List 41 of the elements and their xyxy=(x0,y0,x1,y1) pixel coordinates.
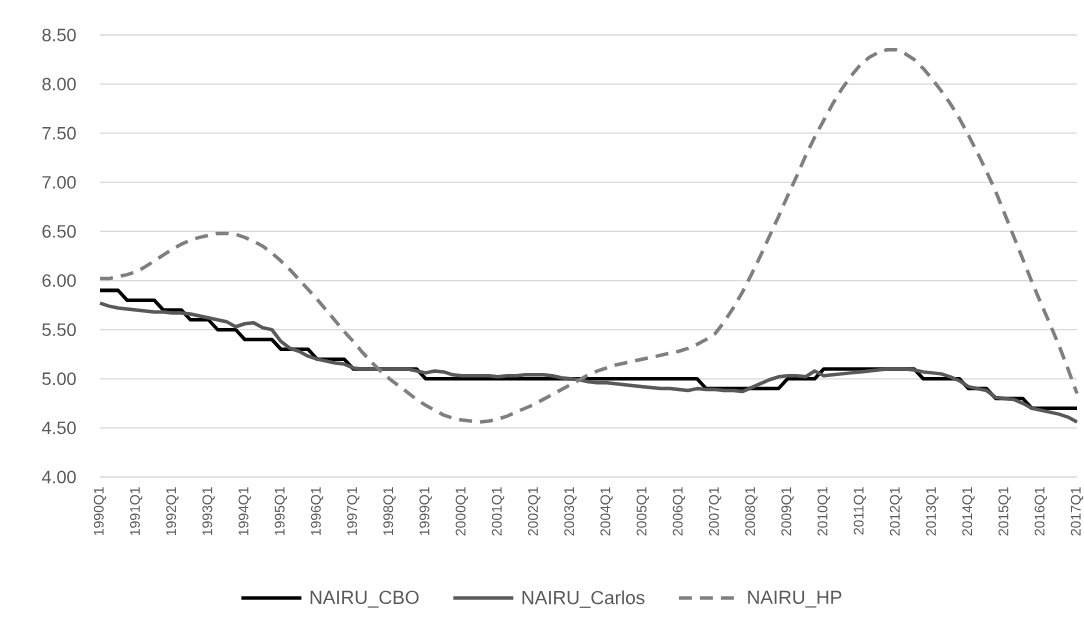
y-tick-label: 8.00 xyxy=(42,77,76,91)
x-tick-label: 2011Q1 xyxy=(853,487,867,535)
x-tick-label: 2016Q1 xyxy=(1034,487,1048,536)
x-tick-label: 2000Q1 xyxy=(455,487,469,536)
x-tick-label: 2010Q1 xyxy=(817,487,830,536)
x-tick-label: 2001Q1 xyxy=(491,487,505,536)
x-tick-label: 2013Q1 xyxy=(926,487,939,536)
y-tick-label: 4.50 xyxy=(41,421,76,435)
x-tick-label: 2006Q1 xyxy=(672,487,686,536)
y-tick-label: 8.50 xyxy=(42,28,76,42)
x-tick-label: 1990Q1 xyxy=(93,487,107,536)
y-tick-label: 7.50 xyxy=(42,126,76,140)
y-tick-label: 5.00 xyxy=(42,372,76,386)
x-tick-label: 2004Q1 xyxy=(600,487,613,536)
x-tick-label: 1994Q1 xyxy=(238,487,251,536)
x-tick-label: 1997Q1 xyxy=(347,487,360,536)
y-tick-label: 4.00 xyxy=(41,470,76,484)
legend-label: NAIRU_Carlos xyxy=(522,590,645,608)
x-tick-label: 2008Q1 xyxy=(745,487,758,536)
y-tick-label: 6.00 xyxy=(42,274,76,287)
y-tick-label: 6.50 xyxy=(42,225,76,238)
x-tick-label: 2009Q1 xyxy=(781,487,794,536)
y-tick-label: 7.00 xyxy=(42,175,76,189)
x-tick-label: 1996Q1 xyxy=(310,487,324,536)
legend-label: NAIRU_HP xyxy=(748,590,842,608)
x-tick-label: 1991Q1 xyxy=(129,487,143,536)
x-tick-label: 2015Q1 xyxy=(998,487,1011,536)
x-tick-label: 2014Q1 xyxy=(962,487,975,536)
x-tick-label: 1992Q1 xyxy=(166,487,179,536)
x-tick-label: 2017Q1 xyxy=(1070,487,1084,536)
x-tick-label: 2003Q1 xyxy=(564,487,577,536)
y-tick-label: 5.50 xyxy=(42,323,76,337)
x-tick-label: 2005Q1 xyxy=(636,487,649,536)
x-tick-label: 2012Q1 xyxy=(889,487,903,536)
x-tick-label: 1993Q1 xyxy=(202,487,215,536)
x-tick-label: 2007Q1 xyxy=(708,487,722,536)
x-tick-label: 1998Q1 xyxy=(383,487,396,536)
x-tick-label: 1999Q1 xyxy=(419,487,432,536)
x-tick-label: 1995Q1 xyxy=(274,487,288,536)
legend-label: NAIRU_CBO xyxy=(310,590,419,608)
x-tick-label: 2002Q1 xyxy=(528,487,541,536)
